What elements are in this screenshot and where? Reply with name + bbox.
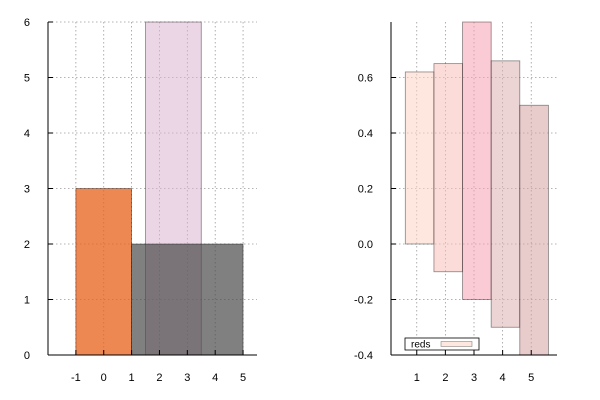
y-tick-label: 0.0 (358, 239, 373, 251)
legend-swatch (440, 341, 473, 347)
bar (462, 21, 492, 300)
y-tick-label: 1 (24, 295, 30, 307)
y-tick-label: 2 (24, 239, 30, 251)
bar (131, 243, 244, 356)
x-tick-label: 2 (442, 372, 448, 384)
x-tick-label: 3 (471, 372, 477, 384)
y-tick-label: 0.6 (358, 73, 373, 85)
x-tick-label: -1 (71, 372, 81, 384)
y-tick-label: 0 (24, 350, 30, 362)
x-tick-label: 3 (184, 372, 190, 384)
x-tick-label: 1 (129, 372, 135, 384)
y-tick-label: 0.2 (358, 184, 373, 196)
y-tick-label: 0.4 (358, 128, 373, 140)
x-tick-label: 2 (156, 372, 162, 384)
x-tick-label: 5 (240, 372, 246, 384)
y-tick-label: 4 (24, 128, 30, 140)
bar (75, 188, 133, 356)
bar (519, 104, 549, 356)
legend-label: reds (411, 340, 430, 351)
y-tick-label: 6 (24, 17, 30, 29)
bar (404, 71, 435, 245)
x-tick-label: 4 (212, 372, 218, 384)
y-tick-label: 5 (24, 73, 30, 85)
bar (490, 60, 521, 328)
x-tick-label: 1 (414, 372, 420, 384)
x-tick-label: 0 (101, 372, 107, 384)
bar (433, 63, 463, 273)
x-tick-label: 5 (528, 372, 534, 384)
right-chart-panel: 1 2 3 4 5 -0.4 -0.2 0.0 0.2 0.4 0.6 reds (354, 21, 557, 384)
y-tick-label: -0.4 (354, 350, 373, 362)
left-chart-panel: -1 0 1 2 3 4 5 0 1 2 3 4 5 6 (24, 17, 257, 384)
y-tick-label: 3 (24, 184, 30, 196)
y-tick-label: -0.2 (354, 295, 373, 307)
x-tick-label: 4 (500, 372, 506, 384)
